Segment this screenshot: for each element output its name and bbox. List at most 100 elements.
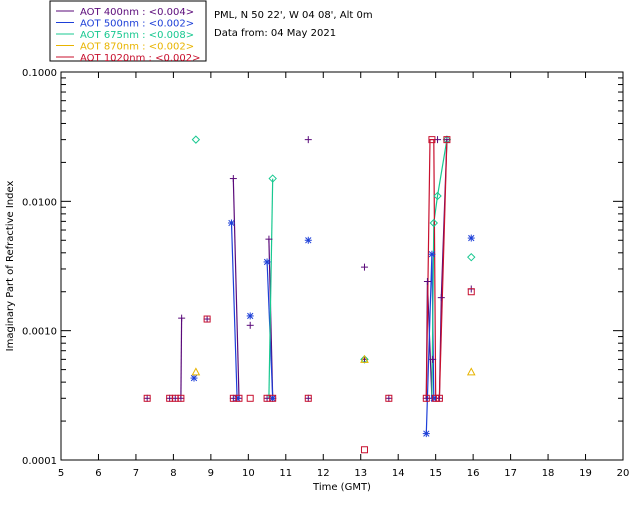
ast-d2 xyxy=(428,251,436,258)
data-point xyxy=(422,394,430,402)
x-tick-label: 13 xyxy=(354,468,367,479)
data-point xyxy=(227,219,235,227)
x-tick-label: 9 xyxy=(208,468,214,479)
data-point xyxy=(467,288,475,296)
square xyxy=(304,394,312,402)
series-line xyxy=(180,318,183,399)
ast-d2 xyxy=(468,234,475,242)
data-point xyxy=(304,136,312,144)
x-tick-label: 8 xyxy=(170,468,176,479)
square xyxy=(246,394,254,402)
data-point xyxy=(304,394,312,402)
legend-label: AOT 675nm : <0.008> xyxy=(80,30,194,41)
site-label: PML, N 50 22', W 04 08', Alt 0m xyxy=(214,10,373,21)
data-point xyxy=(443,136,451,144)
x-tick-label: 10 xyxy=(242,468,255,479)
data-point xyxy=(429,218,439,228)
triangle xyxy=(466,367,476,376)
series-line xyxy=(230,222,238,399)
legend: AOT 400nm : <0.004>AOT 500nm : <0.002>AO… xyxy=(49,0,207,64)
axes: 5 6 7 8 9 10 11 12 13 14 15 16 17 18 19 20 0.0001 0.0010 0… xyxy=(22,68,629,479)
ast-d2 xyxy=(263,258,271,266)
data-point xyxy=(443,136,451,144)
data-point xyxy=(246,321,254,329)
plot-frame xyxy=(60,71,624,461)
y-tick-label: 0.1000 xyxy=(22,68,57,79)
ast-d2 xyxy=(247,312,254,320)
diamond xyxy=(268,174,277,183)
x-tick-label: 6 xyxy=(95,468,101,479)
data-point xyxy=(466,367,476,376)
x-tick-label: 18 xyxy=(542,468,555,479)
data-point xyxy=(467,252,476,262)
diamond xyxy=(433,191,442,201)
x-tick-label: 15 xyxy=(429,468,442,479)
ast-d2 xyxy=(430,395,437,402)
data-point xyxy=(467,234,475,242)
data-point xyxy=(263,258,271,266)
diamond xyxy=(429,218,439,228)
data-point xyxy=(433,191,442,201)
x-tick-label: 14 xyxy=(392,468,405,479)
ast-d2 xyxy=(269,395,276,402)
ast-d2 xyxy=(233,395,241,402)
x-tick-label: 12 xyxy=(317,468,330,479)
data-point xyxy=(423,277,431,285)
data-point xyxy=(177,394,185,402)
series-lines xyxy=(180,139,448,434)
data-point xyxy=(385,394,393,402)
data-point xyxy=(191,367,201,376)
square xyxy=(422,394,430,402)
series-marks xyxy=(143,135,476,454)
data-point xyxy=(304,236,312,244)
x-tick-label: 19 xyxy=(579,468,592,479)
x-axis-label: Time (GMT) xyxy=(312,482,371,493)
square xyxy=(435,394,443,402)
x-tick-label: 17 xyxy=(504,468,517,479)
square xyxy=(385,394,393,402)
y-axis-label: Imaginary Part of Refractive Index xyxy=(5,181,16,352)
data-point xyxy=(265,235,273,243)
y-tick-label: 0.0010 xyxy=(22,327,57,338)
ast-d2 xyxy=(305,237,312,244)
legend-frame xyxy=(49,0,207,62)
data-point xyxy=(360,263,368,271)
legend-label: AOT 870nm : <0.002> xyxy=(80,42,194,53)
data-point xyxy=(203,315,211,323)
triangle xyxy=(360,354,369,363)
data-point xyxy=(437,294,445,302)
square xyxy=(428,136,436,144)
ast-d2 xyxy=(190,374,198,382)
square xyxy=(143,394,151,402)
series-line xyxy=(438,139,448,399)
ast-d2 xyxy=(423,430,430,437)
legend-label: AOT 1020nm : <0.002> xyxy=(80,53,200,64)
series-line xyxy=(425,139,437,399)
x-tick-label: 11 xyxy=(279,468,292,479)
data-point xyxy=(360,446,368,454)
square xyxy=(269,394,277,402)
data-point xyxy=(178,314,186,322)
x-tick-label: 5 xyxy=(58,468,64,479)
square xyxy=(443,136,451,144)
date-label: Data from: 04 May 2021 xyxy=(214,28,336,39)
data-point xyxy=(143,394,151,402)
data-point xyxy=(429,355,437,363)
data-point xyxy=(269,394,277,402)
data-point xyxy=(203,315,211,323)
data-point xyxy=(432,394,440,402)
square xyxy=(235,394,243,402)
series-line xyxy=(268,178,274,399)
data-point xyxy=(428,136,436,144)
series-line xyxy=(232,178,240,399)
legend-label: AOT 400nm : <0.004> xyxy=(80,7,194,18)
legend-label: AOT 500nm : <0.002> xyxy=(80,19,194,30)
data-point xyxy=(190,374,198,382)
x-tick-label: 7 xyxy=(133,468,139,479)
square xyxy=(360,446,368,454)
diamond xyxy=(467,252,476,262)
data-point xyxy=(428,250,436,258)
square xyxy=(203,315,211,323)
y-tick-label: 0.0001 xyxy=(22,456,57,467)
data-point xyxy=(422,430,430,438)
